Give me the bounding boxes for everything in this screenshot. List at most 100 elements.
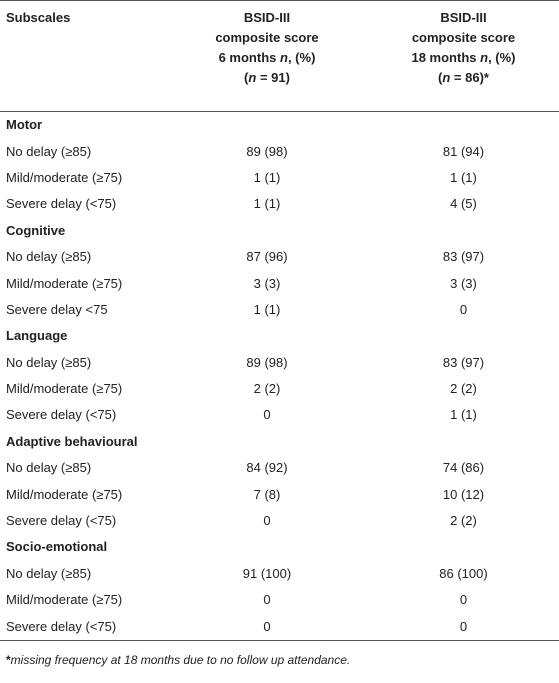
cell-value: 0 xyxy=(263,407,271,423)
header-line: composite score xyxy=(172,28,362,48)
data-row: No delay (≥85) 89 (98) 81 (94) xyxy=(0,138,559,164)
row-label: Mild/moderate (≥75) xyxy=(6,275,123,291)
cell-value: 84 (92) xyxy=(246,460,288,476)
row-label: Severe delay (<75) xyxy=(6,196,117,212)
row-label: No delay (≥85) xyxy=(6,354,92,370)
header-text: composite score xyxy=(411,30,516,45)
cell-value: 1 (1) xyxy=(450,169,477,185)
header-text: , (%) xyxy=(287,50,316,65)
results-table: Subscales BSID-III composite score 6 months… xyxy=(0,0,559,641)
row-label: No delay (≥85) xyxy=(6,460,92,476)
data-row: Severe delay (<75) 0 2 (2) xyxy=(0,508,559,534)
cell-value: 3 (3) xyxy=(253,275,281,291)
header-line: 6 months n, (%) xyxy=(172,48,362,68)
data-row: Mild/moderate (≥75) 2 (2) 2 (2) xyxy=(0,376,559,402)
header-cell: BSID-III composite score 6 months n, (%) (n… xyxy=(166,1,368,112)
cell-value: 1 (1) xyxy=(253,301,281,317)
data-row: Severe delay <75 1 (1) 0 xyxy=(0,297,559,323)
header-text: 18 months xyxy=(411,50,481,65)
section-title: Adaptive behavioural xyxy=(6,433,138,449)
header-text: BSID-III xyxy=(243,10,291,25)
header-text: Subscales xyxy=(6,10,71,25)
row-label: Severe delay <75 xyxy=(6,301,108,317)
cell-value: 2 (2) xyxy=(450,381,477,397)
section-row: Socio-emotional xyxy=(0,534,559,560)
cell-value: 81 (94) xyxy=(442,143,485,159)
cell-value: 0 xyxy=(263,592,271,608)
footnote-text: missing frequency at 18 months due to no… xyxy=(10,652,351,667)
header-text: ( xyxy=(438,70,443,85)
header-text: = 86)* xyxy=(450,70,489,85)
header-text: n xyxy=(248,70,257,85)
header-text: 6 months xyxy=(218,50,280,65)
data-row: Severe delay (<75) 0 0 xyxy=(0,613,559,641)
row-label: Severe delay (<75) xyxy=(6,513,117,529)
cell-value: 0 xyxy=(263,513,271,529)
header-cell: BSID-III composite score 18 months n, (%)(… xyxy=(368,1,559,112)
header-line: (n = 91) xyxy=(172,68,362,88)
table-body: Motor No delay (≥85) 89 (98) 81 (94) Mild/mo… xyxy=(0,112,559,641)
header-row: Subscales BSID-III composite score 6 months… xyxy=(0,0,559,112)
cell-value: 1 (1) xyxy=(253,169,281,185)
cell-value: 0 xyxy=(263,618,271,634)
header-text: ( xyxy=(244,70,249,85)
cell-value: 83 (97) xyxy=(442,354,485,370)
section-row: Motor xyxy=(0,112,559,139)
header-text: = 91) xyxy=(256,70,290,85)
row-label: Mild/moderate (≥75) xyxy=(6,169,123,185)
cell-value: 83 (97) xyxy=(442,249,485,265)
data-row: Severe delay (<75) 0 1 (1) xyxy=(0,402,559,428)
cell-value: 0 xyxy=(459,618,468,634)
row-label: Mild/moderate (≥75) xyxy=(6,592,123,608)
header-cell: Subscales xyxy=(0,1,166,112)
row-label: Mild/moderate (≥75) xyxy=(6,486,123,502)
cell-value: 0 xyxy=(459,301,468,317)
header-line: BSID-III xyxy=(374,8,553,28)
section-title: Cognitive xyxy=(6,222,66,238)
cell-value: 86 (100) xyxy=(439,565,488,581)
cell-value: 2 (2) xyxy=(253,381,281,397)
row-label: Mild/moderate (≥75) xyxy=(6,381,123,397)
data-row: Mild/moderate (≥75) 0 0 xyxy=(0,587,559,613)
row-label: No delay (≥85) xyxy=(6,143,92,159)
header-line: (n = 86)* xyxy=(374,68,553,88)
section-title: Language xyxy=(6,328,68,344)
cell-value: 0 xyxy=(459,592,468,608)
data-row: Mild/moderate (≥75) 1 (1) 1 (1) xyxy=(0,165,559,191)
footnote-mark: * xyxy=(6,652,11,667)
cell-value: 74 (86) xyxy=(442,460,485,476)
row-label: No delay (≥85) xyxy=(6,249,92,265)
cell-value: 87 (96) xyxy=(246,249,288,265)
footnote: *missing frequency at 18 months due to n… xyxy=(0,641,559,667)
data-row: No delay (≥85) 84 (92) 74 (86) xyxy=(0,455,559,481)
data-row: Mild/moderate (≥75) 3 (3) 3 (3) xyxy=(0,270,559,296)
row-label: Severe delay (<75) xyxy=(6,618,117,634)
cell-value: 4 (5) xyxy=(450,196,477,212)
data-row: No delay (≥85) 89 (98) 83 (97) xyxy=(0,350,559,376)
data-row: Severe delay (<75) 1 (1) 4 (5) xyxy=(0,191,559,217)
section-title: Motor xyxy=(6,117,43,133)
section-row: Cognitive xyxy=(0,218,559,244)
row-label: No delay (≥85) xyxy=(6,565,92,581)
cell-value: 2 (2) xyxy=(450,513,477,529)
header-text: , (%) xyxy=(488,50,516,65)
header-text: n xyxy=(480,50,489,65)
header-text: n xyxy=(442,70,451,85)
header-line: Subscales xyxy=(6,8,160,28)
header-text: BSID-III xyxy=(440,10,487,25)
header-text: composite score xyxy=(215,30,319,45)
section-row: Adaptive behavioural xyxy=(0,429,559,455)
cell-value: 3 (3) xyxy=(450,275,477,291)
header-line: 18 months n, (%) xyxy=(374,48,553,68)
header-line: BSID-III xyxy=(172,8,362,28)
cell-value: 89 (98) xyxy=(246,354,288,370)
row-label: Severe delay (<75) xyxy=(6,407,117,423)
cell-value: 10 (12) xyxy=(442,486,485,502)
header-text: n xyxy=(280,50,288,65)
cell-value: 1 (1) xyxy=(253,196,281,212)
header-line: composite score xyxy=(374,28,553,48)
data-row: Mild/moderate (≥75) 7 (8) 10 (12) xyxy=(0,481,559,507)
data-row: No delay (≥85) 87 (96) 83 (97) xyxy=(0,244,559,270)
section-row: Language xyxy=(0,323,559,349)
